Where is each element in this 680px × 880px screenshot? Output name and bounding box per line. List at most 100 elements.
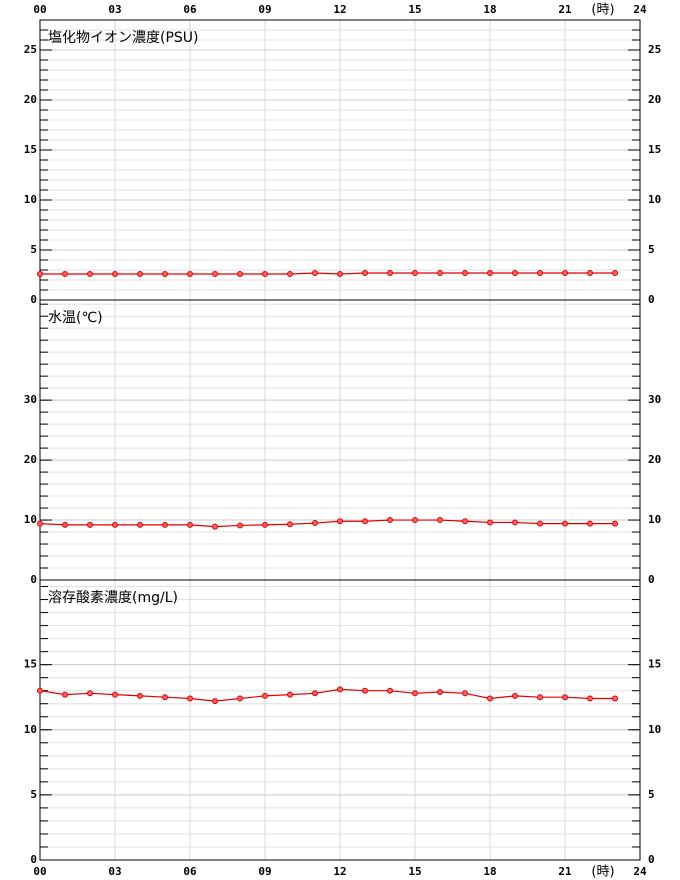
y-tick-label: 10 bbox=[648, 723, 661, 736]
plot-frame bbox=[39, 579, 641, 861]
data-point bbox=[37, 687, 43, 694]
data-point bbox=[562, 520, 568, 527]
x-unit-label: (時) bbox=[591, 3, 614, 18]
y-tick-label: 30 bbox=[648, 393, 661, 406]
data-point bbox=[387, 687, 393, 694]
data-point bbox=[287, 691, 293, 698]
x-tick-label: 24 bbox=[633, 3, 647, 16]
data-point bbox=[587, 520, 593, 527]
y-tick-label: 20 bbox=[648, 453, 661, 466]
data-point bbox=[287, 521, 293, 528]
data-point bbox=[612, 520, 618, 527]
y-tick-label: 5 bbox=[648, 243, 655, 256]
y-tick-label: 20 bbox=[24, 93, 37, 106]
y-tick-label: 10 bbox=[24, 193, 37, 206]
x-tick-label: 00 bbox=[33, 3, 46, 16]
data-point bbox=[187, 521, 193, 528]
x-tick-label: 00 bbox=[33, 865, 46, 878]
x-tick-label: 15 bbox=[408, 3, 421, 16]
data-point bbox=[162, 271, 168, 277]
data-point bbox=[112, 271, 118, 277]
data-point bbox=[237, 271, 243, 277]
data-point bbox=[212, 271, 218, 277]
data-point bbox=[362, 687, 368, 694]
x-tick-label: 09 bbox=[258, 3, 271, 16]
data-point bbox=[462, 690, 468, 697]
data-point bbox=[512, 692, 518, 699]
y-tick-label: 15 bbox=[24, 143, 37, 156]
y-tick-label: 25 bbox=[648, 43, 661, 56]
y-tick-label: 20 bbox=[648, 93, 661, 106]
series-line bbox=[39, 519, 615, 528]
data-point bbox=[562, 270, 568, 276]
x-tick-label: 03 bbox=[108, 865, 121, 878]
data-point bbox=[287, 271, 293, 277]
y-tick-label: 5 bbox=[30, 243, 37, 256]
x-tick-label: 12 bbox=[333, 865, 346, 878]
data-point bbox=[262, 271, 268, 277]
data-point bbox=[562, 694, 568, 701]
data-point bbox=[37, 271, 43, 277]
data-point bbox=[362, 270, 368, 276]
x-tick-label: 15 bbox=[408, 865, 421, 878]
data-point bbox=[612, 695, 618, 702]
data-point bbox=[112, 691, 118, 698]
data-point bbox=[187, 271, 193, 277]
data-point bbox=[437, 517, 443, 524]
x-tick-label: 24 bbox=[633, 865, 647, 878]
x-tick-label: 21 bbox=[558, 865, 572, 878]
x-tick-label: 18 bbox=[483, 3, 496, 16]
data-point bbox=[437, 270, 443, 276]
data-point bbox=[487, 270, 493, 276]
data-point bbox=[87, 271, 93, 277]
data-point bbox=[212, 523, 218, 530]
data-point bbox=[112, 521, 118, 528]
y-tick-label: 5 bbox=[648, 788, 655, 801]
data-point bbox=[337, 518, 343, 525]
data-point bbox=[412, 690, 418, 697]
data-point bbox=[587, 270, 593, 276]
data-point bbox=[62, 521, 68, 528]
data-point bbox=[187, 695, 193, 702]
y-tick-label: 0 bbox=[30, 573, 37, 586]
y-tick-label: 10 bbox=[24, 723, 37, 736]
y-tick-label: 30 bbox=[24, 393, 37, 406]
data-point bbox=[62, 691, 68, 698]
y-tick-label: 15 bbox=[648, 143, 661, 156]
y-tick-label: 0 bbox=[30, 293, 37, 306]
data-point bbox=[362, 518, 368, 525]
data-point bbox=[337, 686, 343, 693]
data-point bbox=[162, 694, 168, 701]
y-tick-label: 10 bbox=[24, 513, 37, 526]
series-line bbox=[40, 272, 615, 275]
data-point bbox=[312, 690, 318, 697]
data-point bbox=[262, 692, 268, 699]
data-point bbox=[437, 689, 443, 695]
data-point bbox=[237, 522, 243, 529]
data-point bbox=[212, 698, 218, 705]
data-point bbox=[262, 521, 268, 528]
data-point bbox=[87, 690, 93, 697]
data-point bbox=[462, 518, 468, 525]
data-point bbox=[462, 270, 468, 276]
x-tick-label: 03 bbox=[108, 3, 121, 16]
y-tick-label: 20 bbox=[24, 453, 37, 466]
data-point bbox=[312, 270, 318, 276]
data-point bbox=[412, 517, 418, 524]
y-tick-label: 5 bbox=[30, 788, 37, 801]
panel-title: 水温(℃) bbox=[48, 310, 103, 326]
data-point bbox=[312, 520, 318, 527]
data-point bbox=[87, 521, 93, 528]
x-unit-label: (時) bbox=[591, 865, 614, 880]
data-point bbox=[137, 692, 143, 699]
data-point bbox=[137, 271, 143, 277]
y-tick-label: 0 bbox=[648, 853, 655, 866]
y-tick-label: 15 bbox=[648, 658, 661, 671]
y-tick-label: 0 bbox=[648, 293, 655, 306]
y-tick-label: 0 bbox=[648, 573, 655, 586]
y-tick-label: 10 bbox=[648, 513, 661, 526]
data-point bbox=[137, 521, 143, 528]
x-tick-label: 06 bbox=[183, 865, 197, 878]
data-point bbox=[512, 519, 518, 526]
y-tick-label: 25 bbox=[24, 43, 37, 56]
